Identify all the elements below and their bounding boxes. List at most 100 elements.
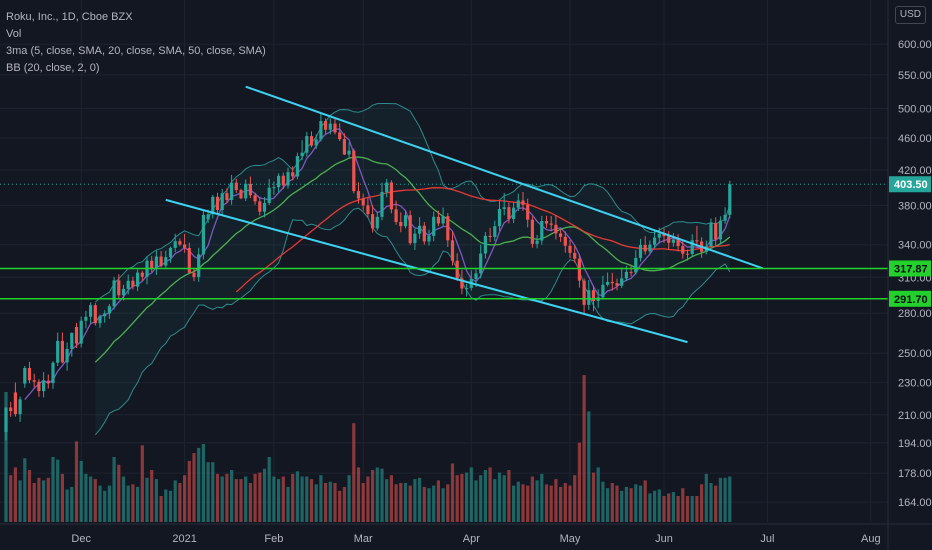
moving-average-indicator-label[interactable]: 3ma (5, close, SMA, 20, close, SMA, 50, … xyxy=(6,45,266,57)
candle-body xyxy=(183,244,187,249)
volume-bar xyxy=(150,470,154,522)
volume-bar xyxy=(460,473,464,522)
candlesticks xyxy=(4,113,732,441)
candle-body xyxy=(159,256,163,266)
volume-bar xyxy=(356,467,361,522)
time-tick-label: Dec xyxy=(71,533,91,545)
volume-bar xyxy=(258,472,262,522)
price-tick-label: 280.00 xyxy=(898,308,932,320)
candle-body xyxy=(465,287,469,289)
volume-bar xyxy=(596,467,600,522)
drawings[interactable] xyxy=(0,85,888,344)
candle-body xyxy=(474,273,478,280)
candle-body xyxy=(549,223,553,225)
channel-trendline-2[interactable] xyxy=(165,198,688,344)
volume-bar xyxy=(291,473,295,522)
volume-bar xyxy=(695,496,699,522)
volume-bar xyxy=(248,483,252,522)
level-price-tag xyxy=(889,260,931,277)
level-price-label: 291.70 xyxy=(894,294,928,306)
candle-body xyxy=(126,280,130,289)
volume-bar xyxy=(23,458,27,522)
volume-bar xyxy=(239,479,243,522)
volume-bar xyxy=(455,475,459,522)
price-tick-label: 460.00 xyxy=(898,133,932,145)
volume-bar xyxy=(107,485,111,522)
volume-bar xyxy=(121,476,126,522)
price-tick-label: 420.00 xyxy=(898,165,932,177)
candle-body xyxy=(84,316,88,321)
candle-body xyxy=(544,221,549,224)
candle-body xyxy=(23,367,27,384)
volume-bar xyxy=(140,445,144,522)
volume-bar xyxy=(154,479,158,522)
candle-body xyxy=(112,280,116,307)
volume-bar xyxy=(620,490,624,522)
bollinger-indicator-label[interactable]: BB (20, close, 2, 0) xyxy=(6,62,100,74)
candle-body xyxy=(103,313,107,317)
volume-bar xyxy=(653,490,657,522)
price-tick-label: 550.00 xyxy=(898,70,932,82)
volume-bar xyxy=(4,392,8,522)
volume-bar xyxy=(295,471,299,522)
candle-body xyxy=(606,281,610,285)
candle-body xyxy=(403,215,408,227)
candle-body xyxy=(295,156,299,177)
volume-bar xyxy=(577,442,581,522)
volume-indicator-label[interactable]: Vol xyxy=(6,28,22,40)
volume-bar xyxy=(469,467,473,522)
volume-bar xyxy=(624,486,628,522)
candle-body xyxy=(643,245,647,252)
candle-body xyxy=(262,203,267,212)
candle-body xyxy=(638,245,643,258)
candle-body xyxy=(338,132,342,140)
currency-selector[interactable]: USD xyxy=(894,6,926,24)
candle-body xyxy=(230,182,234,200)
candle-body xyxy=(690,240,694,254)
volume-bar xyxy=(309,479,314,522)
volume-bar xyxy=(530,476,534,522)
volume-bar xyxy=(9,475,13,522)
volume-bar xyxy=(526,485,530,522)
volume-bar xyxy=(328,481,332,522)
candle-body xyxy=(512,207,516,220)
volume-bar xyxy=(648,493,652,522)
candle-body xyxy=(709,222,713,247)
volume-bar xyxy=(704,473,708,522)
price-axis[interactable]: 164.00 178.00 194.00 210.00 230.00 250.00 280.… xyxy=(887,0,932,550)
channel-trendline-1[interactable] xyxy=(245,85,764,270)
volume-bar xyxy=(42,480,46,522)
volume-bar xyxy=(516,481,520,522)
volume-bar xyxy=(267,457,271,522)
volume-bar xyxy=(338,490,342,522)
volume-bar xyxy=(70,486,74,522)
volume-bars xyxy=(4,375,732,522)
volume-bar xyxy=(300,476,304,522)
bb-upper-line xyxy=(94,103,731,303)
candle-body xyxy=(488,235,492,237)
symbol-title[interactable]: Roku, Inc., 1D, Cboe BZX xyxy=(6,11,133,23)
time-tick-label: Jul xyxy=(760,533,774,545)
candle-body xyxy=(56,340,60,363)
volume-bar xyxy=(187,460,191,522)
time-axis[interactable]: Dec 2021 Feb Mar Apr May Jun Jul Aug xyxy=(0,523,932,545)
candle-body xyxy=(568,245,572,253)
volume-bar xyxy=(418,477,422,522)
candle-body xyxy=(4,407,8,433)
volume-bar xyxy=(103,490,107,522)
candle-body xyxy=(13,392,17,415)
candle-body xyxy=(253,195,257,202)
price-tick-label: 178.00 xyxy=(898,468,932,480)
volume-bar xyxy=(32,483,36,522)
volume-bar xyxy=(479,475,483,522)
candle-body xyxy=(634,257,638,273)
volume-bar xyxy=(178,483,182,522)
candle-body xyxy=(624,271,628,279)
candle-body xyxy=(136,272,140,287)
candle-body xyxy=(436,216,440,224)
volume-bar xyxy=(615,485,619,522)
volume-bar xyxy=(507,470,511,522)
volume-bar xyxy=(676,496,680,522)
